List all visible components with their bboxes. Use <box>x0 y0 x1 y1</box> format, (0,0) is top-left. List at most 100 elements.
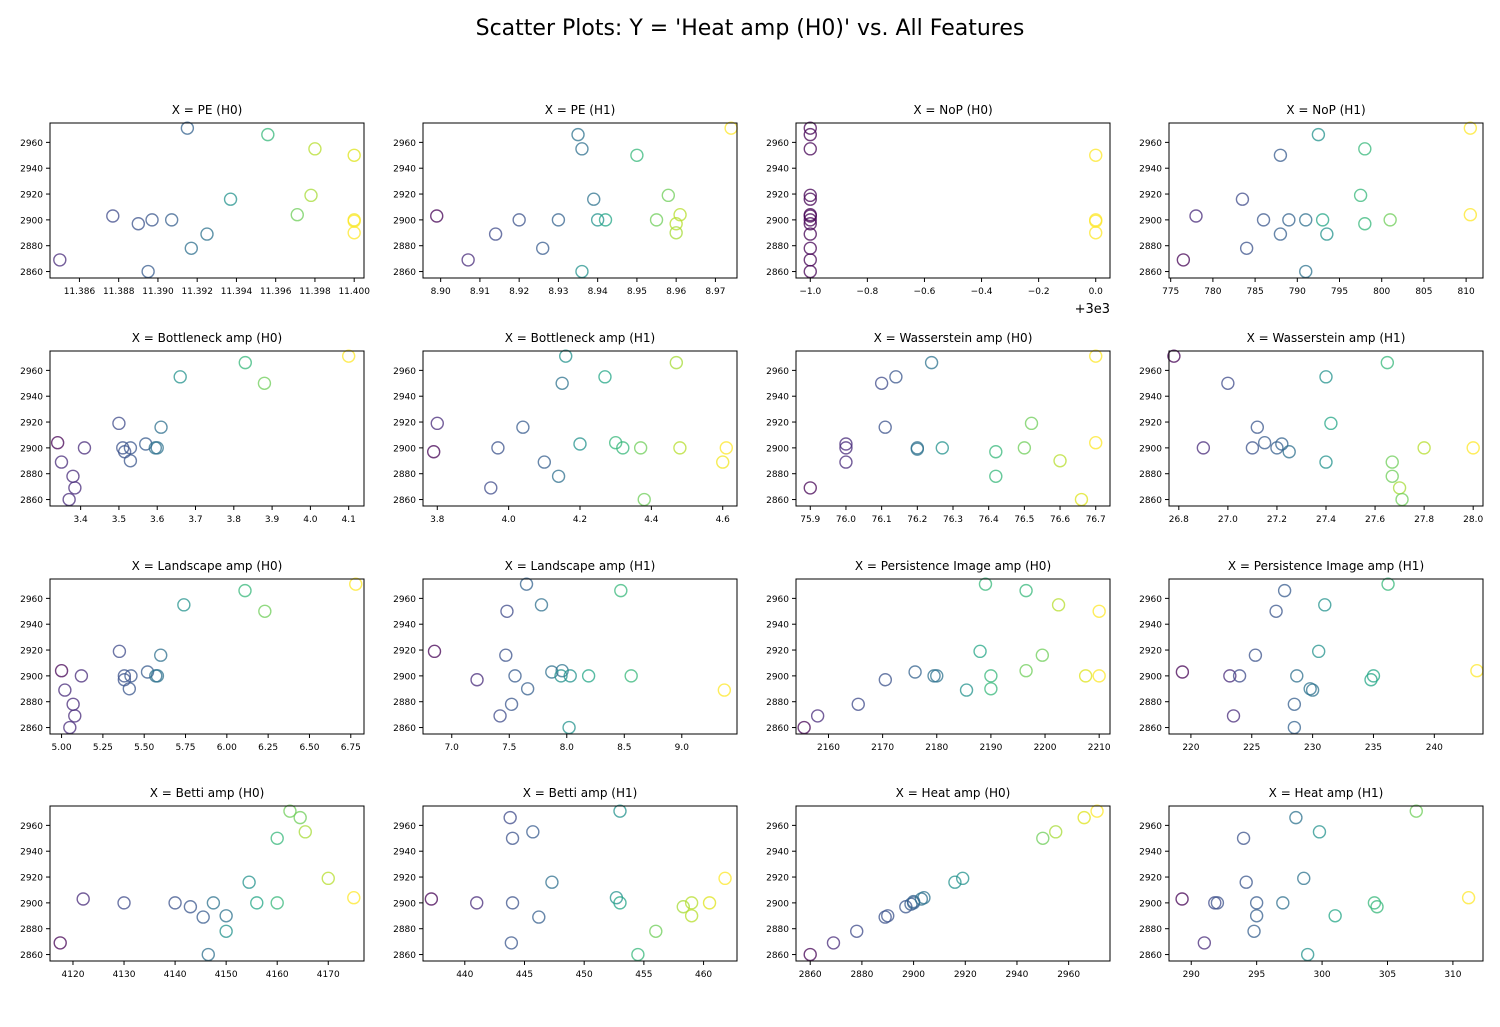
axes-frame <box>1168 350 1484 507</box>
x-tick-label: 785 <box>1247 287 1264 297</box>
data-point <box>631 947 645 962</box>
x-tick-label: 28.0 <box>1463 515 1483 525</box>
y-tick-label: 2900 <box>1139 216 1162 226</box>
x-tick-label: 445 <box>516 970 533 980</box>
y-tick-label: 2920 <box>393 419 416 429</box>
axes-frame <box>1168 805 1484 962</box>
y-tick-label: 2880 <box>766 470 789 480</box>
x-tick-label: 76.0 <box>836 515 856 525</box>
data-point <box>430 209 444 223</box>
x-tick-label: 5.25 <box>93 743 113 753</box>
x-tick-label: 27.0 <box>1218 515 1238 525</box>
x-tick-label: 5.75 <box>175 743 195 753</box>
data-point <box>53 253 67 267</box>
axes-frame <box>49 350 365 507</box>
x-tick-label: 76.1 <box>872 515 892 525</box>
data-point <box>341 349 356 363</box>
y-tick-label: 2960 <box>393 595 416 605</box>
data-point <box>150 441 164 455</box>
data-point <box>283 804 297 818</box>
data-point <box>1300 947 1315 962</box>
data-point <box>587 192 601 206</box>
data-point <box>493 709 507 723</box>
data-point <box>112 416 126 431</box>
data-point <box>223 192 238 206</box>
y-tick-label: 2940 <box>1139 848 1162 858</box>
data-point <box>797 720 811 735</box>
y-tick-label: 2880 <box>1139 698 1162 708</box>
data-point <box>669 217 683 231</box>
y-tick-label: 2860 <box>766 496 789 506</box>
x-tick-label: −0.8 <box>856 287 878 297</box>
data-point <box>803 127 817 142</box>
y-tick-label: 2940 <box>1139 393 1162 403</box>
data-point <box>1208 896 1222 910</box>
data-point <box>1299 264 1313 279</box>
data-point <box>559 349 573 363</box>
data-point <box>184 241 199 255</box>
x-tick-label: −1.0 <box>799 287 821 297</box>
data-point <box>613 804 627 818</box>
x-tick-label: 2180 <box>925 743 948 753</box>
y-tick-label: 2960 <box>766 367 789 377</box>
data-point <box>984 682 998 696</box>
x-tick-label: 8.5 <box>617 743 631 753</box>
data-point <box>959 683 974 697</box>
x-tick-label: 5.50 <box>134 743 154 753</box>
data-point <box>1320 227 1334 241</box>
data-point <box>508 669 522 683</box>
data-point <box>499 648 513 662</box>
y-tick-label: 2960 <box>393 139 416 149</box>
data-point <box>851 697 865 711</box>
data-point <box>917 891 931 905</box>
subplot: X = Bottleneck amp (H0) 3.4 3.5 3.6 3.7 3.8 3.… <box>20 331 365 525</box>
x-tick-label: 795 <box>1331 287 1348 297</box>
data-point <box>430 416 444 431</box>
x-tick-label: 6.50 <box>299 743 319 753</box>
y-tick-label: 2860 <box>1139 268 1162 278</box>
x-tick-label: 6.00 <box>217 743 237 753</box>
data-point <box>488 227 503 241</box>
y-tick-label: 2900 <box>1139 672 1162 682</box>
y-tick-label: 2880 <box>766 925 789 935</box>
subplot: X = PE (H1) 8.90 8.91 8.92 8.93 8.94 8.95 8.96 8… <box>393 103 738 297</box>
x-tick-label: 2170 <box>871 743 894 753</box>
data-point <box>624 669 638 683</box>
y-tick-label: 2940 <box>1139 621 1162 631</box>
data-point <box>839 437 853 451</box>
data-point <box>555 376 569 390</box>
x-tick-label: 8.90 <box>431 287 451 297</box>
data-point <box>1176 253 1191 267</box>
y-tick-label: 2960 <box>20 822 43 832</box>
data-point <box>1239 241 1254 255</box>
data-point <box>516 420 530 434</box>
data-point <box>1257 436 1272 450</box>
data-point <box>684 896 699 910</box>
data-point <box>973 644 987 659</box>
y-tick-label: 2900 <box>20 444 43 454</box>
x-tick-label: 27.8 <box>1414 515 1434 525</box>
data-point <box>347 214 361 228</box>
x-tick-label: 2160 <box>817 743 840 753</box>
data-point <box>504 936 519 950</box>
data-point <box>504 697 519 711</box>
data-point <box>1221 376 1235 390</box>
data-point <box>1297 871 1311 886</box>
x-tick-label: 450 <box>576 970 593 980</box>
data-point <box>1092 669 1106 683</box>
data-point <box>717 683 732 697</box>
data-point <box>1395 492 1409 507</box>
data-point <box>590 213 605 227</box>
data-point <box>1364 673 1378 687</box>
y-tick-label: 2860 <box>20 724 43 734</box>
data-point <box>719 441 733 455</box>
data-point <box>1089 226 1103 240</box>
x-tick-label: 11.394 <box>221 287 253 297</box>
data-point <box>427 644 442 659</box>
subplot: X = Persistence Image amp (H0) 2160 2170 21… <box>766 559 1111 753</box>
subplot: X = Betti amp (H1) 440 445 450 455 460 2860 288… <box>393 786 738 980</box>
x-tick-label: 4140 <box>164 970 187 980</box>
data-point <box>206 896 221 910</box>
y-tick-label: 2900 <box>1139 899 1162 909</box>
data-point <box>661 188 676 203</box>
